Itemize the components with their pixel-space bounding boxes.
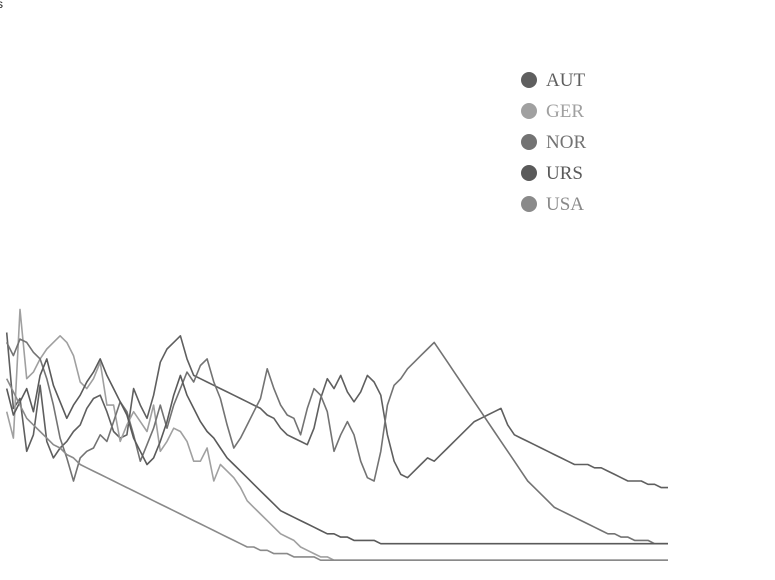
series-line-urs: [5, 358, 668, 545]
legend-item-aut[interactable]: AUT: [521, 70, 585, 91]
legend-marker-nor: [521, 134, 537, 150]
legend-marker-usa: [521, 196, 537, 212]
legend-marker-urs: [521, 165, 537, 181]
legend-marker-ger: [521, 103, 537, 119]
legend-label-usa: USA: [546, 194, 584, 215]
legend-label-ger: GER: [546, 101, 584, 122]
legend-label-urs: URS: [546, 163, 583, 184]
legend: AUT GER NOR URS USA: [521, 70, 586, 215]
legend-item-ger[interactable]: GER: [521, 101, 584, 122]
series-line-nor: [5, 338, 668, 545]
legend-item-nor[interactable]: NOR: [521, 132, 586, 153]
series-line-usa: [5, 378, 668, 561]
series-lines: [5, 308, 668, 561]
series-line-aut: [5, 332, 668, 489]
legend-marker-aut: [521, 72, 537, 88]
top-label: ss: [0, 0, 3, 11]
series-line-ger: [5, 308, 668, 561]
legend-item-usa[interactable]: USA: [521, 194, 584, 215]
legend-item-urs[interactable]: URS: [521, 163, 583, 184]
legend-label-aut: AUT: [546, 70, 585, 91]
legend-label-nor: NOR: [546, 132, 586, 153]
